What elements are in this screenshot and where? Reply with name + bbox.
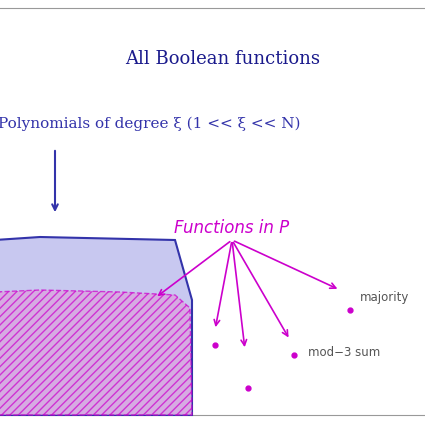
Polygon shape — [0, 290, 192, 415]
Text: mod−3 sum: mod−3 sum — [308, 346, 380, 359]
Text: All Boolean functions: All Boolean functions — [125, 50, 320, 68]
Text: Polynomials of degree ξ (1 << ξ << N): Polynomials of degree ξ (1 << ξ << N) — [0, 117, 300, 131]
Text: Functions in P: Functions in P — [174, 219, 289, 237]
Text: majority: majority — [360, 291, 409, 303]
Polygon shape — [0, 237, 192, 415]
